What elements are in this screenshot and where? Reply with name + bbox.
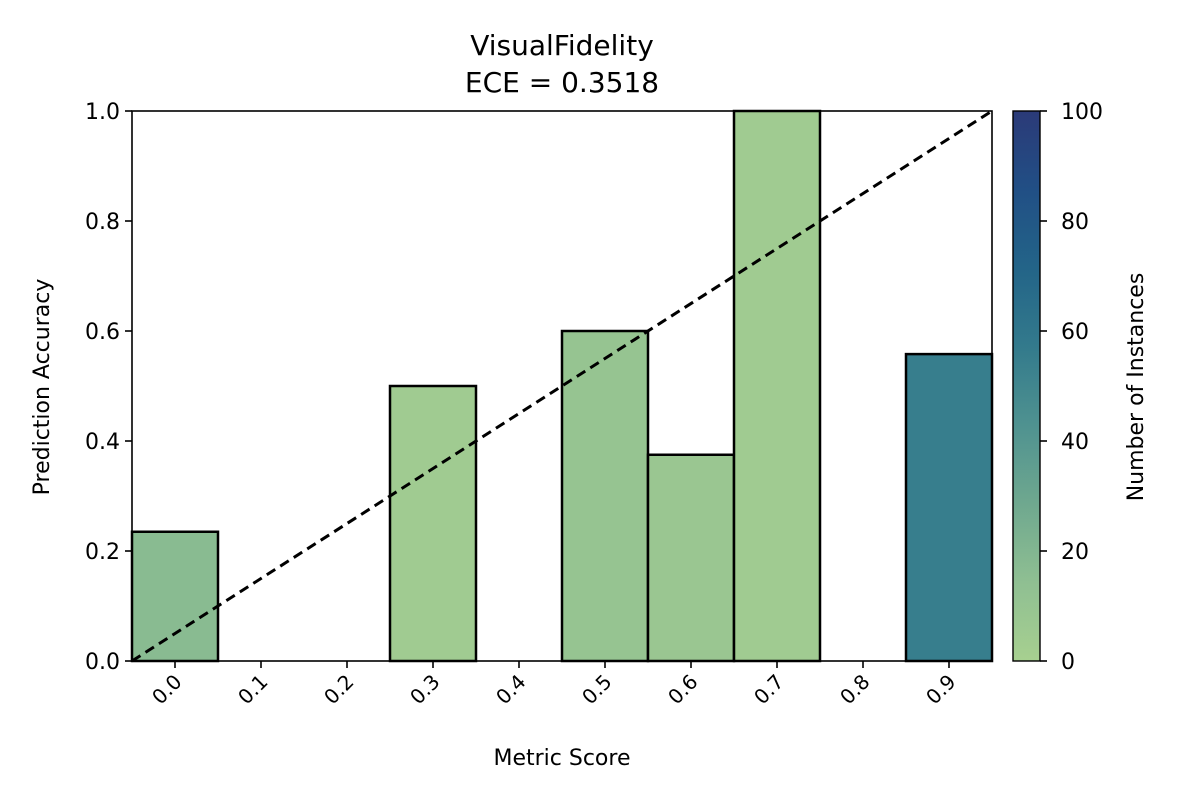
x-tick-label: 0.2 — [319, 670, 358, 709]
calibration-bar — [646, 453, 736, 663]
colorbar-tick-label: 40 — [1061, 430, 1089, 455]
colorbar-tick-label: 80 — [1061, 210, 1089, 235]
calibration-bar — [560, 329, 650, 663]
y-tick-label: 0.2 — [85, 540, 120, 565]
plot-area: 0.0 0.1 0.2 0.3 0.4 0.5 0.6 0.7 0.8 0.9 0.0 0.2 0.4 0… — [85, 100, 994, 709]
x-tick-label: 0.5 — [577, 670, 616, 709]
perfect-calibration-line — [131, 109, 993, 663]
calibration-bar — [130, 530, 220, 663]
x-tick-label: 0.7 — [749, 670, 788, 709]
colorbar-tick-label: 60 — [1061, 320, 1089, 345]
y-tick-label: 1.0 — [85, 100, 120, 125]
x-tick-label: 0.6 — [663, 670, 702, 709]
chart-title: VisualFidelity — [470, 29, 654, 62]
calibration-bar — [388, 384, 478, 663]
x-tick-label: 0.3 — [405, 670, 444, 709]
x-tick-label: 0.0 — [147, 670, 186, 709]
x-tick-label: 0.8 — [835, 670, 874, 709]
x-axis-label: Metric Score — [493, 746, 630, 771]
colorbar-tick-label: 0 — [1061, 650, 1075, 675]
x-tick-label: 0.1 — [233, 670, 272, 709]
x-tick-label: 0.9 — [921, 670, 960, 709]
colorbar-tick-label: 100 — [1061, 100, 1103, 125]
colorbar-tick-label: 20 — [1061, 540, 1089, 565]
colorbar-gradient — [1012, 110, 1041, 662]
y-tick-label: 0.0 — [85, 650, 120, 675]
calibration-bar — [732, 109, 822, 663]
x-tick-label: 0.4 — [491, 670, 530, 709]
calibration-bar — [904, 352, 994, 663]
colorbar-label: Number of Instances — [1124, 273, 1149, 502]
y-tick-label: 0.4 — [85, 430, 120, 455]
plot-frame — [131, 110, 993, 662]
y-tick-label: 0.8 — [85, 210, 120, 235]
colorbar: 0 20 40 60 80 100 — [1012, 100, 1103, 675]
y-axis-label: Prediction Accuracy — [30, 279, 55, 496]
chart-subtitle: ECE = 0.3518 — [465, 66, 659, 99]
y-tick-label: 0.6 — [85, 320, 120, 345]
